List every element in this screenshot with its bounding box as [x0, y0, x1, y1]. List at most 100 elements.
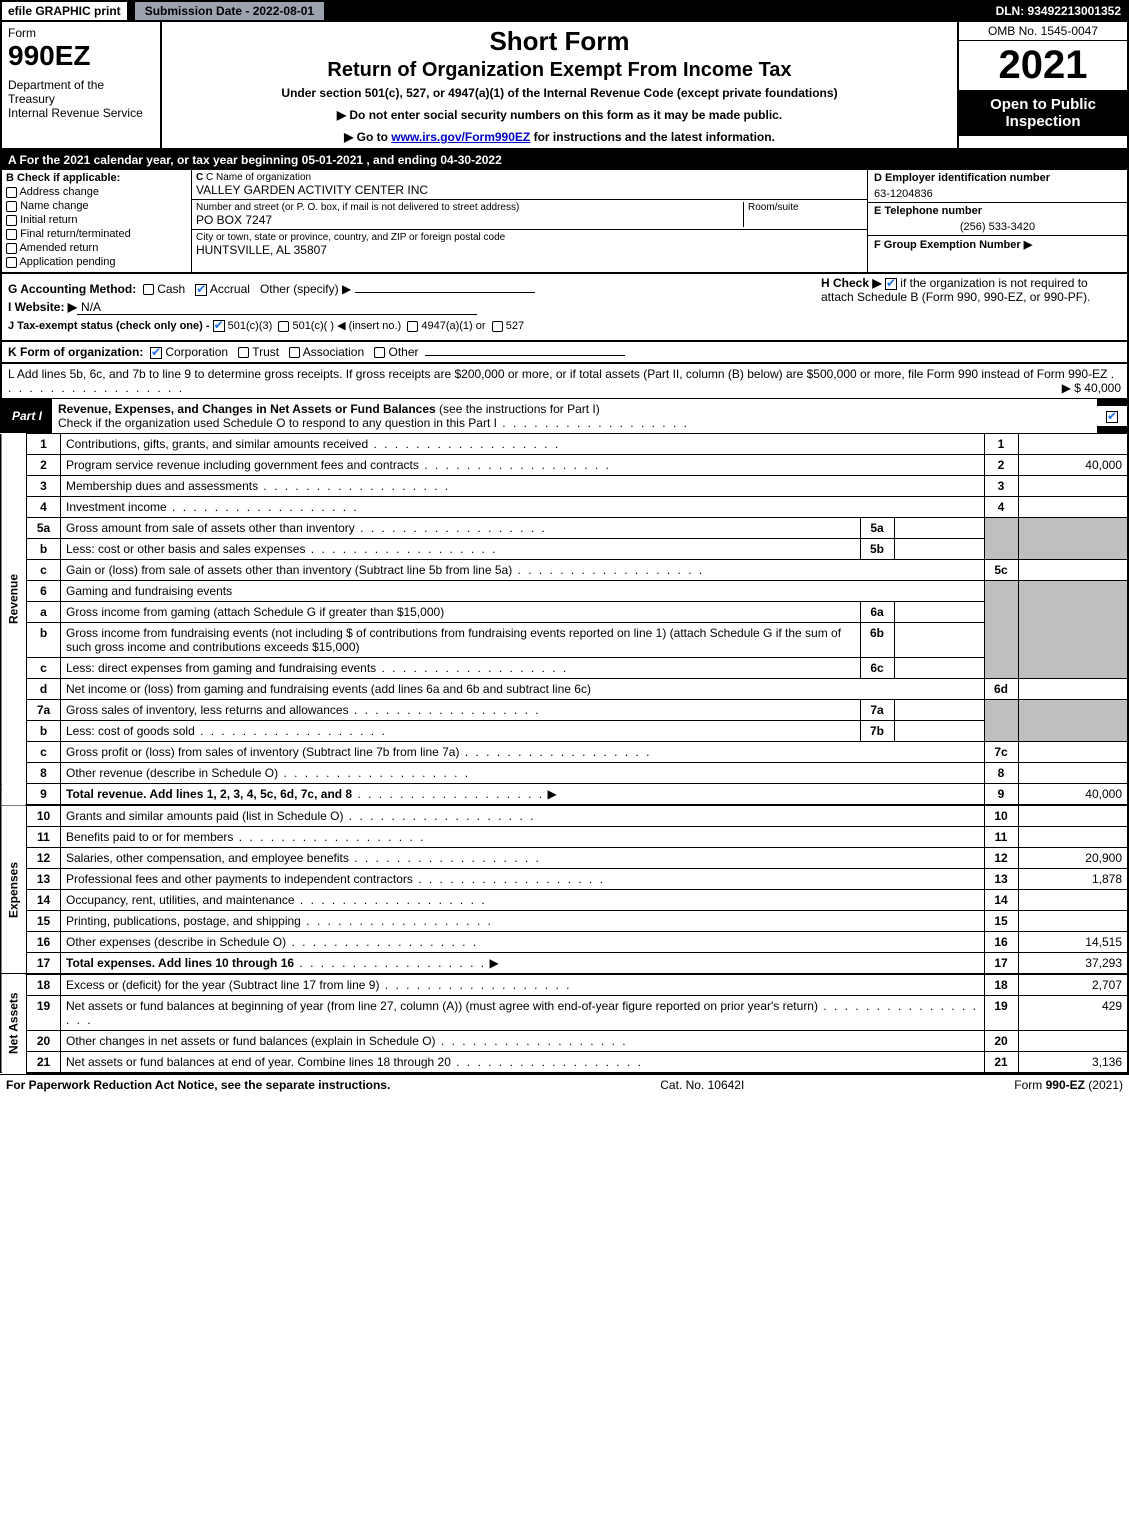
org-city: HUNTSVILLE, AL 35807 — [196, 243, 863, 257]
line-5b-desc: Less: cost or other basis and sales expe… — [61, 539, 861, 560]
section-ghij: H Check ▶ if the organization is not req… — [0, 274, 1129, 342]
d-ein-value: 63-1204836 — [868, 186, 1127, 202]
col-c-org-info: C C Name of organization VALLEY GARDEN A… — [192, 170, 867, 272]
revenue-side-label: Revenue — [1, 434, 27, 763]
l-amount: ▶ $ 40,000 — [1062, 381, 1121, 395]
page-footer: For Paperwork Reduction Act Notice, see … — [0, 1074, 1129, 1095]
line-21-desc: Net assets or fund balances at end of ye… — [61, 1052, 985, 1074]
chk-final-return[interactable]: Final return/terminated — [6, 228, 187, 240]
b-label: B Check if applicable: — [6, 172, 187, 184]
k-corporation-check[interactable] — [150, 347, 162, 359]
line-13-desc: Professional fees and other payments to … — [61, 869, 985, 890]
arrow-icon: ▶ — [489, 956, 498, 970]
efile-print-label[interactable]: efile GRAPHIC print — [0, 0, 129, 22]
department-label: Department of the Treasury Internal Reve… — [8, 78, 154, 120]
line-6-desc: Gaming and fundraising events — [61, 581, 985, 602]
line-9-val: 40,000 — [1018, 784, 1128, 806]
line-8-desc: Other revenue (describe in Schedule O) — [61, 763, 985, 784]
line-20-desc: Other changes in net assets or fund bala… — [61, 1031, 985, 1052]
j-4947-check[interactable] — [407, 321, 418, 332]
org-address: PO BOX 7247 — [196, 213, 743, 227]
subtitle: Under section 501(c), 527, or 4947(a)(1)… — [172, 86, 947, 100]
room-suite-label: Room/suite — [743, 202, 863, 227]
note-ssn: ▶ Do not enter social security numbers o… — [172, 108, 947, 122]
addr-label: Number and street (or P. O. box, if mail… — [196, 202, 743, 213]
col-b-checkboxes: B Check if applicable: Address change Na… — [2, 170, 192, 272]
part-i-schedule-o-check[interactable] — [1097, 405, 1127, 426]
line-5c-desc: Gain or (loss) from sale of assets other… — [61, 560, 985, 581]
c-name-label: C Name of organization — [206, 172, 311, 183]
line-17-val: 37,293 — [1018, 953, 1128, 975]
line-9-desc: Total revenue. Add lines 1, 2, 3, 4, 5c,… — [61, 784, 985, 806]
footer-left: For Paperwork Reduction Act Notice, see … — [6, 1078, 390, 1092]
title-short-form: Short Form — [172, 26, 947, 57]
line-16-val: 14,515 — [1018, 932, 1128, 953]
website-value: N/A — [77, 300, 477, 315]
line-12-val: 20,900 — [1018, 848, 1128, 869]
part-i-title: Revenue, Expenses, and Changes in Net As… — [52, 398, 1097, 433]
h-checkbox[interactable] — [885, 278, 897, 290]
e-phone-value: (256) 533-3420 — [868, 219, 1127, 235]
g-accrual-radio[interactable] — [195, 284, 207, 296]
org-name: VALLEY GARDEN ACTIVITY CENTER INC — [196, 183, 863, 197]
footer-cat-no: Cat. No. 10642I — [390, 1078, 1014, 1092]
line-7a-desc: Gross sales of inventory, less returns a… — [61, 700, 861, 721]
line-6d-desc: Net income or (loss) from gaming and fun… — [61, 679, 985, 700]
line-11-desc: Benefits paid to or for members — [61, 827, 985, 848]
line-21-val: 3,136 — [1018, 1052, 1128, 1074]
irs-link[interactable]: www.irs.gov/Form990EZ — [391, 130, 530, 144]
chk-application-pending[interactable]: Application pending — [6, 256, 187, 268]
line-18-desc: Excess or (deficit) for the year (Subtra… — [61, 974, 985, 996]
j-501c3-check[interactable] — [213, 320, 225, 332]
part-i-label: Part I — [2, 406, 52, 426]
open-to-public: Open to Public Inspection — [959, 90, 1127, 136]
arrow-icon: ▶ — [547, 787, 556, 801]
line-2-val: 40,000 — [1018, 455, 1128, 476]
line-19-desc: Net assets or fund balances at beginning… — [61, 996, 985, 1031]
k-other-check[interactable] — [374, 347, 385, 358]
line-6b-desc: Gross income from fundraising events (no… — [61, 623, 861, 658]
line-7b-desc: Less: cost of goods sold — [61, 721, 861, 742]
line-4-desc: Investment income — [61, 497, 985, 518]
e-phone-label: E Telephone number — [868, 202, 1127, 219]
chk-name-change[interactable]: Name change — [6, 200, 187, 212]
j-501c-check[interactable] — [278, 321, 289, 332]
footer-form-ref: Form 990-EZ (2021) — [1014, 1078, 1123, 1092]
line-7c-desc: Gross profit or (loss) from sales of inv… — [61, 742, 985, 763]
line-12-desc: Salaries, other compensation, and employ… — [61, 848, 985, 869]
submission-date: Submission Date - 2022-08-01 — [133, 0, 326, 22]
line-17-desc: Total expenses. Add lines 10 through 16 … — [61, 953, 985, 975]
revenue-table: Revenue 1 Contributions, gifts, grants, … — [0, 433, 1129, 1074]
line-1-desc: Contributions, gifts, grants, and simila… — [61, 434, 985, 455]
k-association-check[interactable] — [289, 347, 300, 358]
line-19-val: 429 — [1018, 996, 1128, 1031]
net-assets-side-label: Net Assets — [1, 974, 27, 1073]
chk-address-change[interactable]: Address change — [6, 186, 187, 198]
j-527-check[interactable] — [492, 321, 503, 332]
col-d-ein-phone: D Employer identification number 63-1204… — [867, 170, 1127, 272]
chk-initial-return[interactable]: Initial return — [6, 214, 187, 226]
line-18-val: 2,707 — [1018, 974, 1128, 996]
chk-amended-return[interactable]: Amended return — [6, 242, 187, 254]
k-trust-check[interactable] — [238, 347, 249, 358]
g-cash-radio[interactable] — [143, 284, 154, 295]
line-16-desc: Other expenses (describe in Schedule O) — [61, 932, 985, 953]
line-1-val — [1018, 434, 1128, 455]
part-i-header: Part I Revenue, Expenses, and Changes in… — [0, 398, 1129, 433]
omb-number: OMB No. 1545-0047 — [959, 22, 1127, 41]
city-label: City or town, state or province, country… — [196, 232, 863, 243]
d-ein-label: D Employer identification number — [868, 170, 1127, 186]
line-14-desc: Occupancy, rent, utilities, and maintena… — [61, 890, 985, 911]
row-k-form-of-org: K Form of organization: Corporation Trus… — [0, 342, 1129, 364]
line-2-desc: Program service revenue including govern… — [61, 455, 985, 476]
header-left: Form 990EZ Department of the Treasury In… — [2, 22, 162, 148]
top-bar: efile GRAPHIC print Submission Date - 20… — [0, 0, 1129, 22]
expenses-side-label: Expenses — [1, 805, 27, 974]
line-10-desc: Grants and similar amounts paid (list in… — [61, 805, 985, 827]
row-l-gross-receipts: L Add lines 5b, 6c, and 7b to line 9 to … — [0, 364, 1129, 398]
line-6a-desc: Gross income from gaming (attach Schedul… — [61, 602, 861, 623]
line-5a-desc: Gross amount from sale of assets other t… — [61, 518, 861, 539]
line-15-desc: Printing, publications, postage, and shi… — [61, 911, 985, 932]
title-return: Return of Organization Exempt From Incom… — [172, 59, 947, 82]
tax-year: 2021 — [959, 41, 1127, 90]
